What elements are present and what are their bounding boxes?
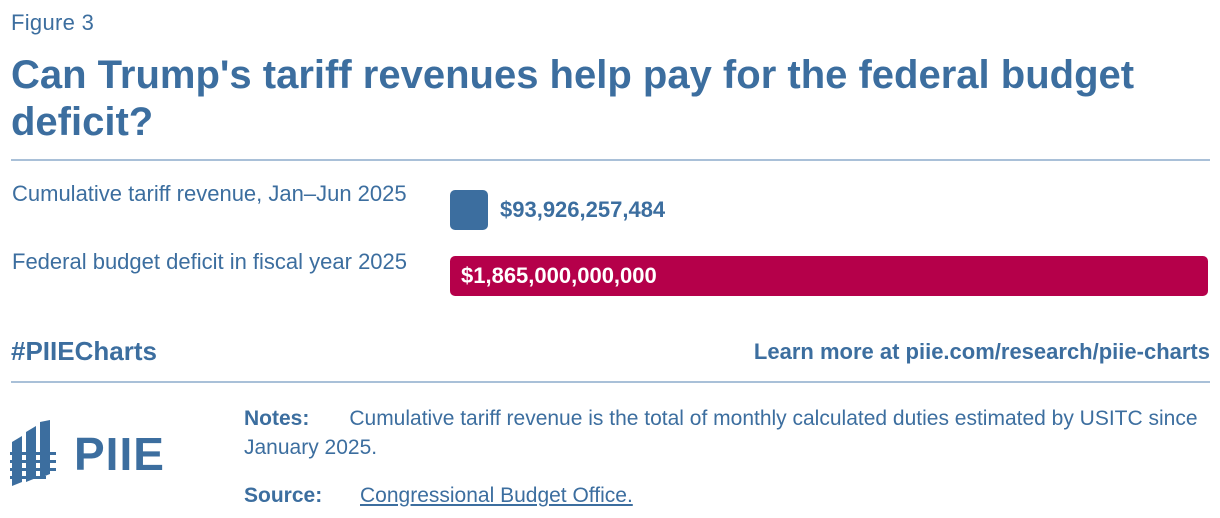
learn-more-link[interactable]: Learn more at piie.com/research/piie-cha… xyxy=(753,339,1210,364)
footer-divider xyxy=(11,381,1210,383)
category-label: Cumulative tariff revenue, Jan–Jun 2025 xyxy=(12,181,407,206)
bar-chart: Cumulative tariff revenue, Jan–Jun 2025 $… xyxy=(0,180,1220,310)
notes-text: Cumulative tariff revenue is the total o… xyxy=(244,407,1198,459)
chart-title: Can Trump's tariff revenues help pay for… xyxy=(11,53,1135,144)
hashtag-label: #PIIECharts xyxy=(11,336,157,366)
source-label: Source: xyxy=(244,484,323,507)
source-link[interactable]: Congressional Budget Office. xyxy=(360,484,633,507)
data-label: $1,865,000,000,000 xyxy=(461,263,657,288)
top-divider xyxy=(11,159,1210,161)
logo-text: PIIE xyxy=(74,428,165,480)
source-block: Source: Congressional Budget Office. xyxy=(244,481,633,510)
category-label: Federal budget deficit in fiscal year 20… xyxy=(12,249,408,274)
figure-label: Figure 3 xyxy=(11,10,95,35)
bar xyxy=(450,256,1208,296)
piie-logo: PIIE xyxy=(10,420,170,490)
data-label: $93,926,257,484 xyxy=(500,197,666,222)
notes-label: Notes: xyxy=(244,407,310,430)
bar xyxy=(450,190,488,230)
piie-building-icon xyxy=(10,420,56,486)
notes-block: Notes: Cumulative tariff revenue is the t… xyxy=(244,404,1204,462)
